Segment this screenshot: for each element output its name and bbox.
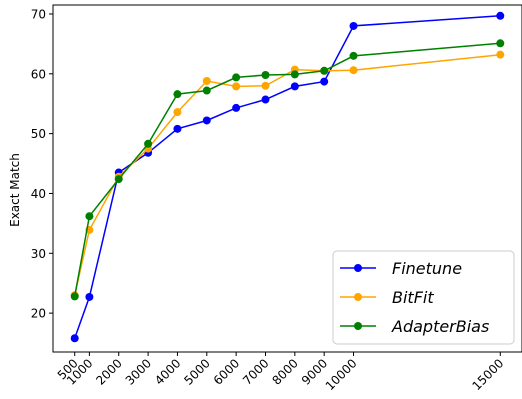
x-tick-label: 5000 [181,356,212,387]
data-point-adapterbias [173,90,182,99]
data-point-adapterbias [290,70,299,79]
data-point-adapterbias [496,39,505,48]
x-tick-label: 10000 [323,356,360,393]
y-axis: 20 30 40 50 60 70 [31,7,53,321]
y-tick-label: 40 [31,187,46,201]
data-point-adapterbias [70,292,79,301]
x-tick-label: 2000 [93,356,124,387]
legend-marker-finetune [354,264,362,272]
series-finetune [70,11,505,343]
data-point-bitfit [349,66,358,75]
plot-frame [52,4,522,353]
legend-label-finetune: Finetune [392,259,462,278]
y-tick-label: 20 [31,307,46,321]
legend-box [332,250,515,345]
data-point-finetune [349,21,358,30]
y-tick-label: 70 [31,7,46,21]
data-point-adapterbias [261,70,270,79]
data-point-finetune [70,334,79,343]
x-tick-label: 8000 [269,356,300,387]
x-tick-label: 4000 [152,356,183,387]
y-tick-label: 60 [31,67,46,81]
legend-label-bitfit: BitFit [392,288,434,307]
data-point-bitfit [496,50,505,59]
series-line-finetune [73,15,501,339]
x-tick-label: 3000 [123,356,154,387]
data-point-adapterbias [202,86,211,95]
y-axis-label: Exact Match [8,153,22,227]
data-point-finetune [261,95,270,104]
data-point-adapterbias [85,212,94,221]
data-point-finetune [320,77,329,86]
y-tick-label: 50 [31,127,46,141]
data-point-bitfit [261,81,270,90]
legend: Finetune BitFit AdapterBias [332,250,515,345]
data-point-finetune [496,11,505,20]
series-layer [70,11,505,343]
series-line-adapterbias [73,42,501,297]
data-point-bitfit [232,82,241,91]
data-point-adapterbias [320,66,329,75]
data-point-finetune [85,292,94,301]
data-point-finetune [173,124,182,133]
series-adapterbias [70,39,505,301]
data-point-finetune [232,103,241,112]
legend-label-adapterbias: AdapterBias [391,317,489,336]
y-tick-label: 30 [31,247,46,261]
x-tick-label: 7000 [240,356,271,387]
data-point-bitfit [202,76,211,85]
data-point-finetune [202,116,211,125]
data-point-finetune [290,82,299,91]
x-tick-label: 15000 [470,356,507,393]
x-axis: 5001000200030004000500060007000800090001… [55,352,507,393]
data-point-adapterbias [144,139,153,148]
data-point-adapterbias [232,73,241,82]
legend-marker-adapterbias [354,322,362,330]
data-point-adapterbias [349,51,358,60]
x-tick-label: 6000 [211,356,242,387]
legend-marker-bitfit [354,293,362,301]
data-point-bitfit [173,108,182,117]
data-point-adapterbias [114,175,123,184]
